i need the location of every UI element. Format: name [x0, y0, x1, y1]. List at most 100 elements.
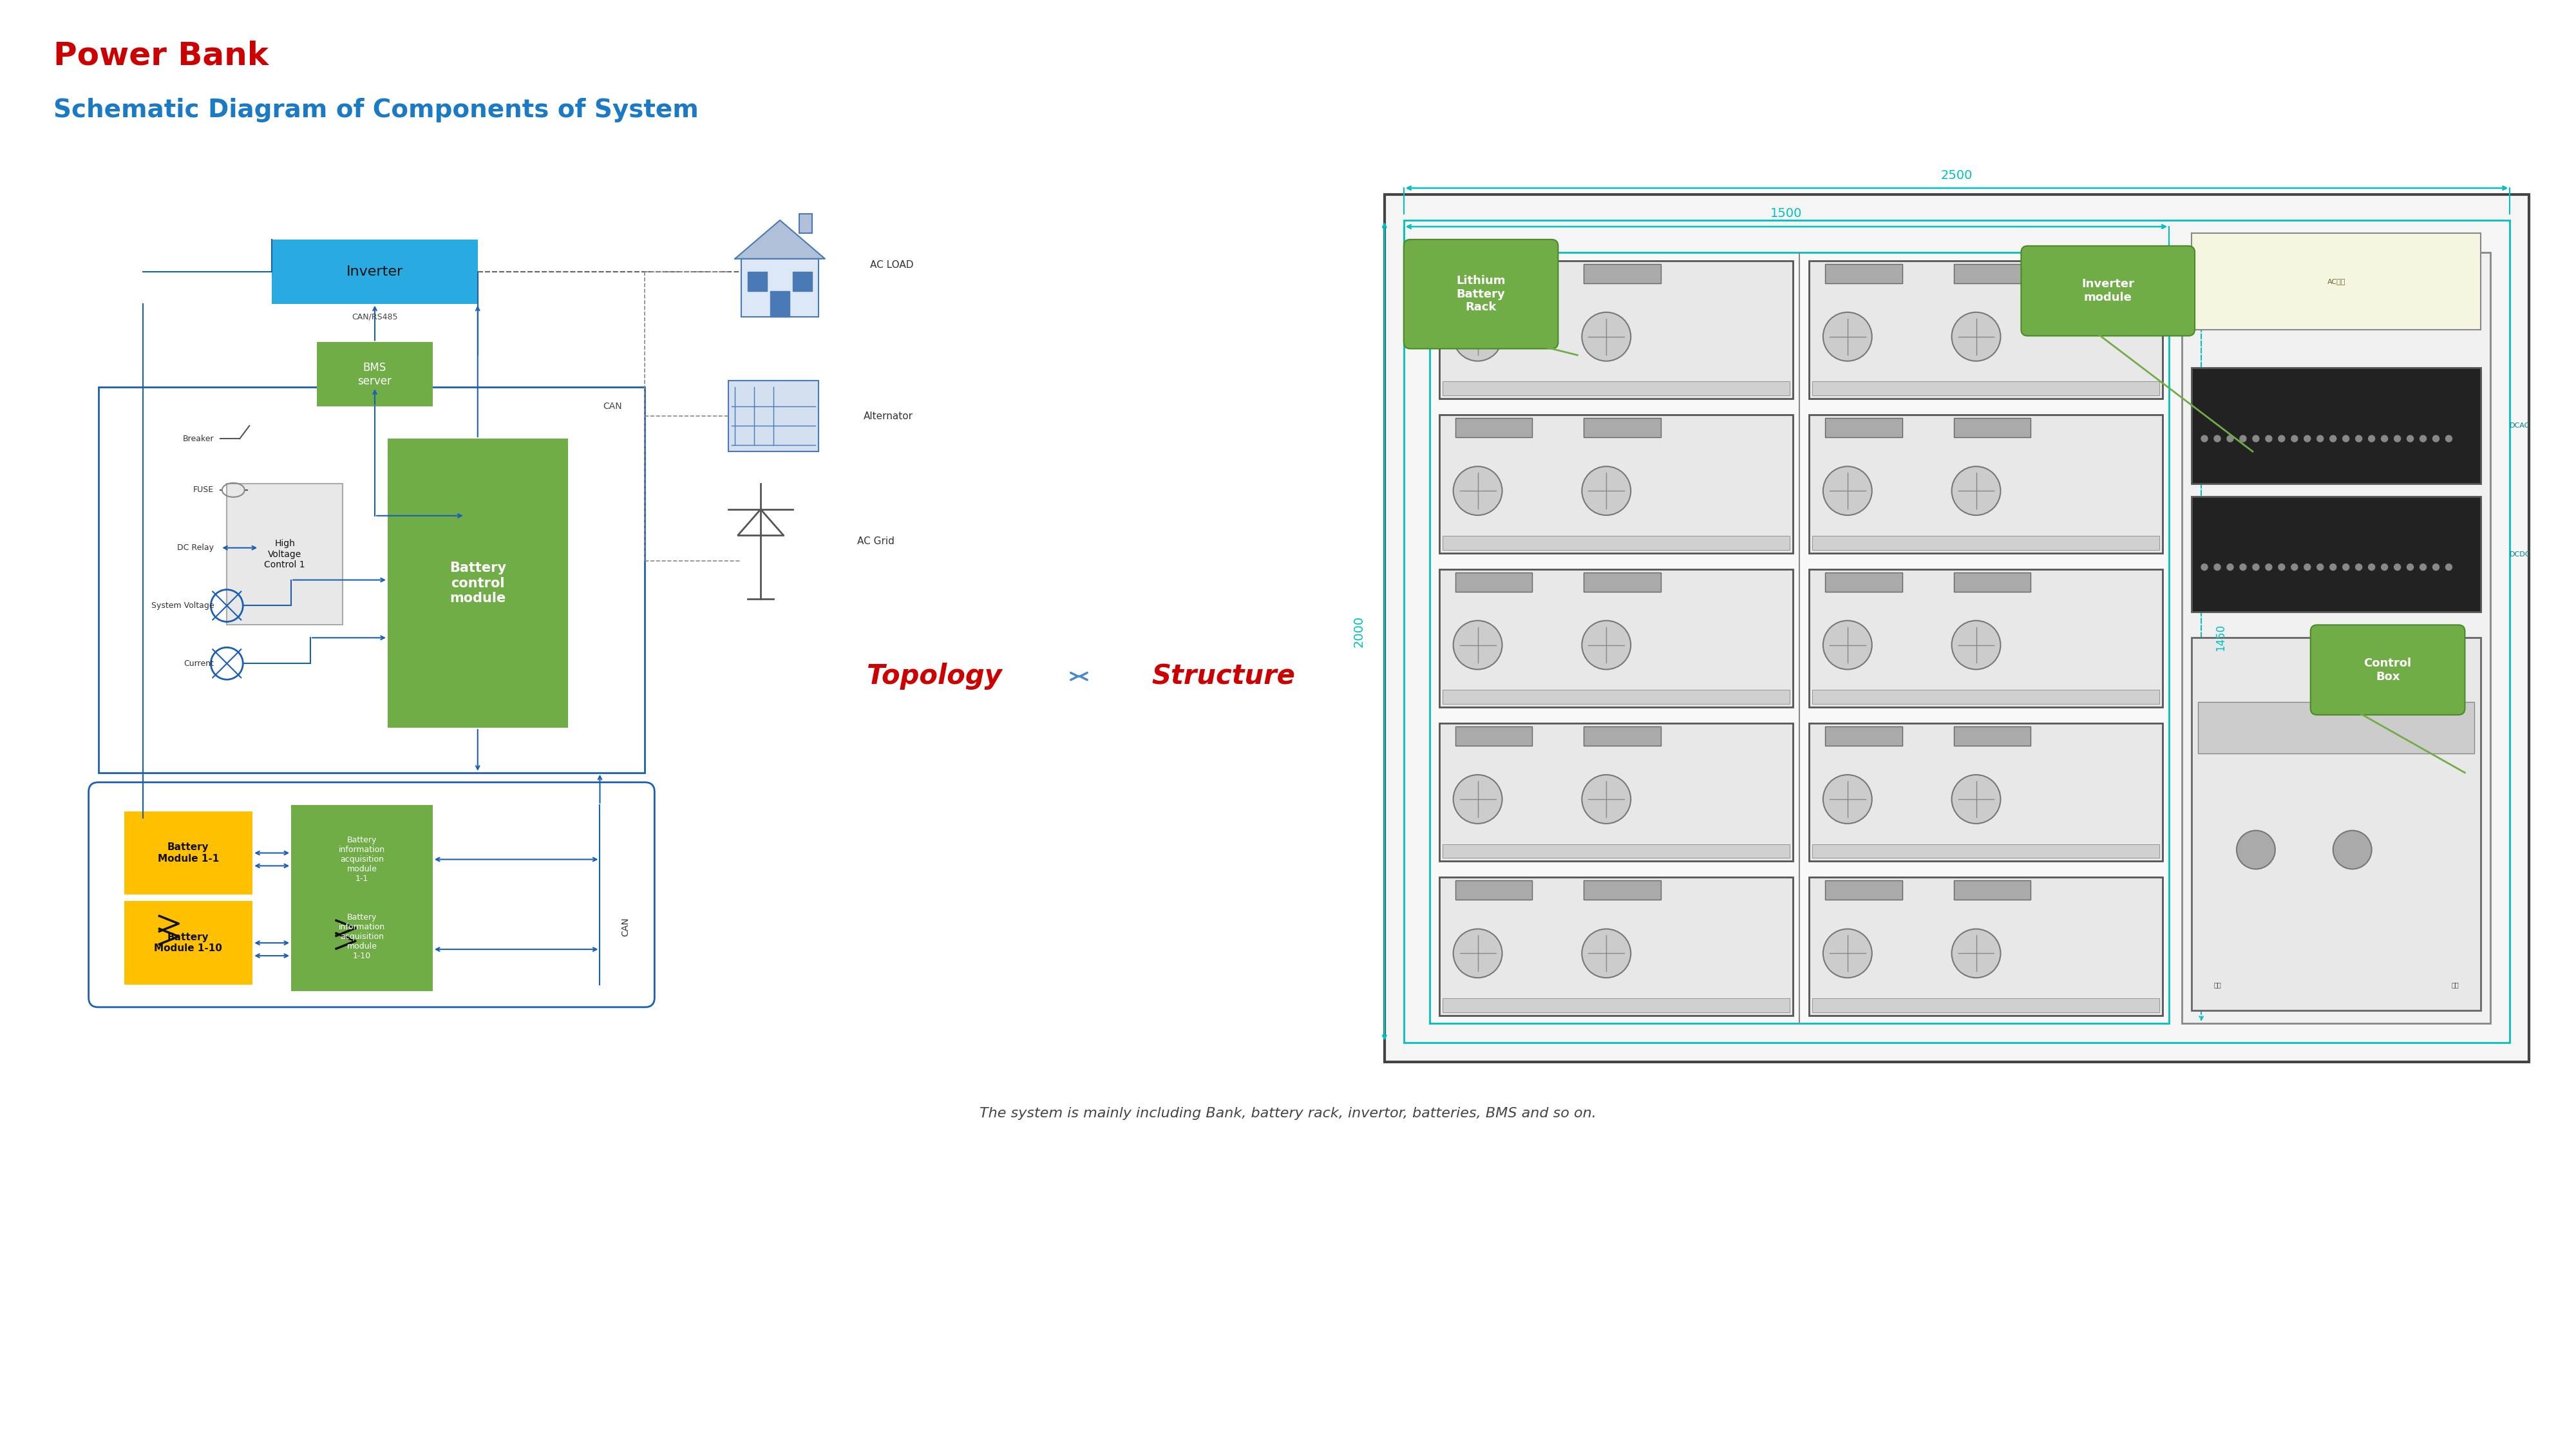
FancyBboxPatch shape [1430, 252, 2169, 1023]
FancyBboxPatch shape [1443, 843, 1790, 858]
Circle shape [2354, 564, 2362, 571]
FancyBboxPatch shape [1811, 690, 2159, 704]
FancyBboxPatch shape [729, 381, 819, 452]
FancyBboxPatch shape [1808, 414, 2164, 554]
Text: Control
Box: Control Box [2365, 658, 2411, 682]
Text: CAN: CAN [621, 917, 631, 936]
Circle shape [2264, 564, 2272, 571]
Circle shape [2251, 564, 2259, 571]
Circle shape [2329, 435, 2336, 442]
Circle shape [2342, 564, 2349, 571]
FancyBboxPatch shape [1443, 998, 1790, 1013]
FancyBboxPatch shape [1824, 264, 1901, 283]
Circle shape [2290, 435, 2298, 442]
FancyBboxPatch shape [1811, 843, 2159, 858]
Text: AC LOAD: AC LOAD [871, 261, 914, 270]
Circle shape [1453, 775, 1502, 823]
Circle shape [1953, 929, 2002, 978]
Text: CAN: CAN [603, 401, 623, 412]
Circle shape [2393, 564, 2401, 571]
Circle shape [1824, 929, 1873, 978]
Circle shape [1582, 929, 1631, 978]
FancyBboxPatch shape [1404, 239, 1558, 349]
Circle shape [2406, 435, 2414, 442]
FancyBboxPatch shape [1440, 261, 1793, 398]
Text: Battery
control
module: Battery control module [448, 562, 505, 604]
FancyBboxPatch shape [1455, 419, 1533, 438]
FancyBboxPatch shape [1811, 998, 2159, 1013]
FancyBboxPatch shape [1455, 572, 1533, 591]
FancyBboxPatch shape [793, 271, 811, 291]
FancyBboxPatch shape [1584, 726, 1662, 746]
Text: FUSE: FUSE [193, 485, 214, 494]
FancyBboxPatch shape [1440, 878, 1793, 1016]
FancyBboxPatch shape [2182, 252, 2491, 1023]
Text: CAN/RS485: CAN/RS485 [353, 313, 397, 320]
Circle shape [2290, 564, 2298, 571]
FancyBboxPatch shape [2022, 246, 2195, 336]
Circle shape [2316, 564, 2324, 571]
Circle shape [2277, 564, 2285, 571]
Text: Battery
information
acquisition
module
1-1: Battery information acquisition module 1… [337, 836, 386, 882]
FancyBboxPatch shape [2197, 701, 2476, 753]
Circle shape [2226, 435, 2233, 442]
FancyBboxPatch shape [1953, 726, 2030, 746]
FancyBboxPatch shape [1443, 381, 1790, 396]
Polygon shape [734, 220, 824, 259]
Text: 1450: 1450 [2215, 625, 2226, 652]
Circle shape [2316, 435, 2324, 442]
Text: The system is mainly including Bank, battery rack, invertor, batteries, BMS and : The system is mainly including Bank, bat… [979, 1107, 1597, 1120]
Text: Structure: Structure [1151, 662, 1296, 690]
Circle shape [2380, 435, 2388, 442]
FancyBboxPatch shape [1440, 414, 1793, 554]
Circle shape [2334, 830, 2372, 869]
Circle shape [2393, 435, 2401, 442]
Circle shape [1824, 620, 1873, 669]
Text: Schematic Diagram of Components of System: Schematic Diagram of Components of Syste… [54, 99, 698, 123]
Text: System Voltage: System Voltage [152, 601, 214, 610]
Circle shape [2432, 435, 2439, 442]
Text: Battery
Module 1-10: Battery Module 1-10 [155, 933, 222, 953]
Text: DCAC: DCAC [2509, 423, 2530, 429]
Circle shape [1453, 620, 1502, 669]
FancyBboxPatch shape [1584, 419, 1662, 438]
Circle shape [1953, 775, 2002, 823]
Text: Power Bank: Power Bank [54, 41, 268, 71]
FancyBboxPatch shape [1953, 881, 2030, 900]
Text: High
Voltage
Control 1: High Voltage Control 1 [265, 539, 304, 569]
Circle shape [2215, 435, 2221, 442]
Circle shape [2251, 435, 2259, 442]
FancyBboxPatch shape [1824, 572, 1901, 591]
Circle shape [2367, 435, 2375, 442]
FancyBboxPatch shape [1584, 264, 1662, 283]
Text: Current: Current [183, 659, 214, 668]
FancyBboxPatch shape [1808, 723, 2164, 861]
Text: Inverter
module: Inverter module [2081, 278, 2136, 303]
Circle shape [1582, 467, 1631, 516]
Circle shape [2239, 435, 2246, 442]
Circle shape [2277, 435, 2285, 442]
Circle shape [1824, 312, 1873, 361]
Circle shape [1953, 467, 2002, 516]
Circle shape [1582, 312, 1631, 361]
FancyBboxPatch shape [2192, 497, 2481, 611]
FancyBboxPatch shape [2192, 638, 2481, 1010]
FancyBboxPatch shape [1811, 536, 2159, 549]
FancyBboxPatch shape [1808, 569, 2164, 707]
FancyBboxPatch shape [273, 239, 477, 304]
Text: Alternator: Alternator [863, 412, 912, 422]
FancyBboxPatch shape [1584, 881, 1662, 900]
Text: Topology: Topology [866, 662, 1002, 690]
FancyBboxPatch shape [1455, 726, 1533, 746]
FancyBboxPatch shape [291, 804, 433, 914]
Circle shape [1953, 620, 2002, 669]
FancyBboxPatch shape [1953, 572, 2030, 591]
FancyBboxPatch shape [1440, 569, 1793, 707]
Circle shape [2432, 564, 2439, 571]
Text: Lithium
Battery
Rack: Lithium Battery Rack [1455, 275, 1504, 313]
FancyBboxPatch shape [1953, 264, 2030, 283]
Circle shape [2419, 564, 2427, 571]
FancyBboxPatch shape [770, 291, 791, 316]
Text: DCDC: DCDC [2509, 551, 2530, 558]
Text: 总止: 总止 [2213, 981, 2221, 988]
